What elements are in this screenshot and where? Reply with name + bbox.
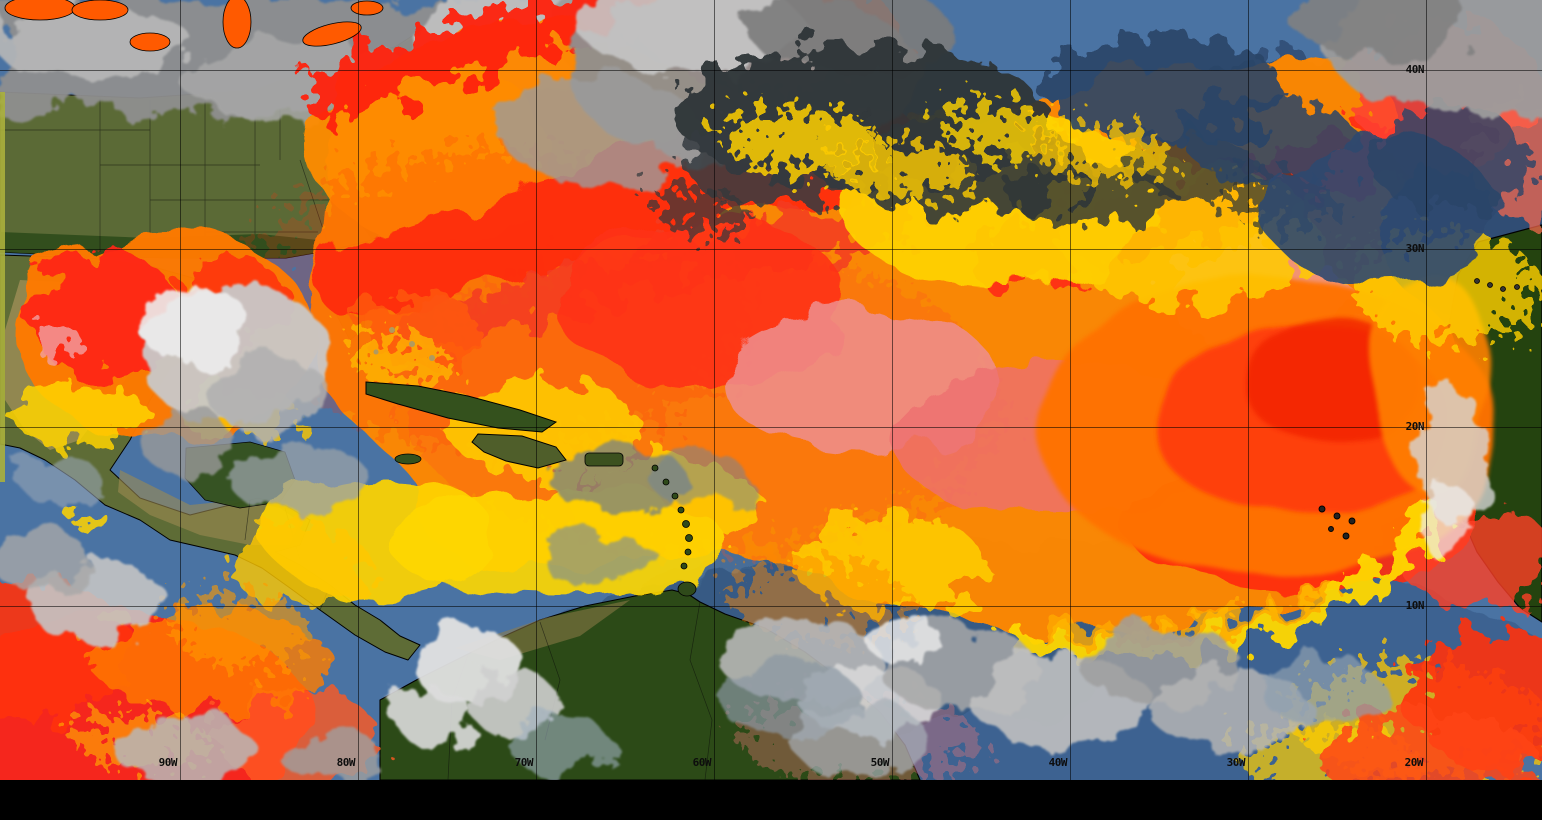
lon-label-50w: 50W xyxy=(870,756,890,769)
lat-label-40n: 40N xyxy=(1405,63,1425,76)
parallel-10n xyxy=(0,606,1542,607)
lon-label-60w: 60W xyxy=(692,756,712,769)
parallel-40n xyxy=(0,70,1542,71)
meridian-40w xyxy=(1070,0,1071,780)
border-lines-layer xyxy=(0,60,713,780)
lon-label-90w: 90W xyxy=(158,756,178,769)
satellite-map: 40N 30N 20N 10N 90W 80W 70W 60W 50W 40W … xyxy=(0,0,1542,780)
meridian-90w xyxy=(180,0,181,780)
lon-label-30w: 30W xyxy=(1226,756,1246,769)
meridian-50w xyxy=(892,0,893,780)
satellite-image xyxy=(0,0,1542,780)
meridian-20w xyxy=(1426,0,1427,780)
meridian-70w xyxy=(536,0,537,780)
lat-label-20n: 20N xyxy=(1405,420,1425,433)
islands-layer xyxy=(365,278,1520,597)
parallel-30n xyxy=(0,249,1542,250)
meridian-80w xyxy=(358,0,359,780)
lon-label-80w: 80W xyxy=(336,756,356,769)
parallel-20n xyxy=(0,427,1542,428)
upper-cloud-layer xyxy=(500,0,1542,280)
lon-label-20w: 20W xyxy=(1404,756,1424,769)
scan-edge-sliver xyxy=(0,92,5,482)
great-lakes-layer xyxy=(4,0,384,52)
lat-label-30n: 30N xyxy=(1405,242,1425,255)
meridian-60w xyxy=(714,0,715,780)
lon-label-70w: 70W xyxy=(514,756,534,769)
legend-bar: LESS <----- DRY AIR (LOW/MID-LEVEL) AND/… xyxy=(0,780,1542,820)
lat-label-10n: 10N xyxy=(1405,599,1425,612)
meridian-30w xyxy=(1248,0,1249,780)
lon-label-40w: 40W xyxy=(1048,756,1068,769)
tropical-cloud-layer xyxy=(0,285,1487,780)
